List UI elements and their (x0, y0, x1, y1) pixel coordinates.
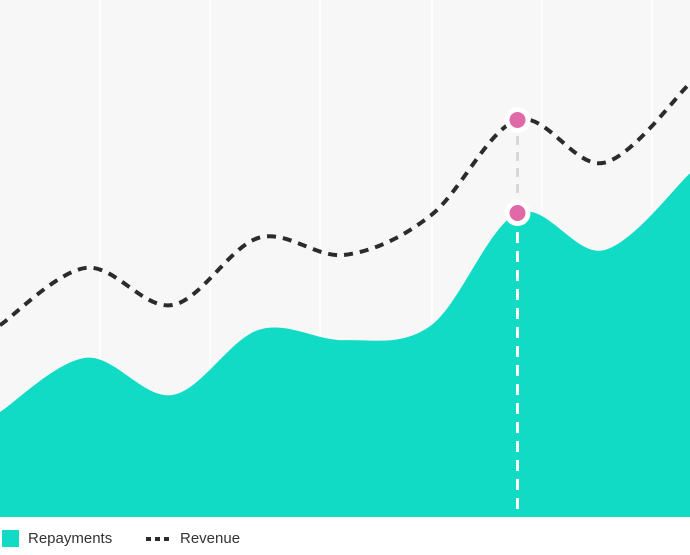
legend-swatch (2, 530, 19, 547)
legend-label: Repayments (28, 530, 112, 547)
line (0, 81, 690, 327)
highlight-point (509, 205, 526, 222)
highlight-point (509, 111, 526, 128)
legend-label: Revenue (180, 530, 240, 547)
